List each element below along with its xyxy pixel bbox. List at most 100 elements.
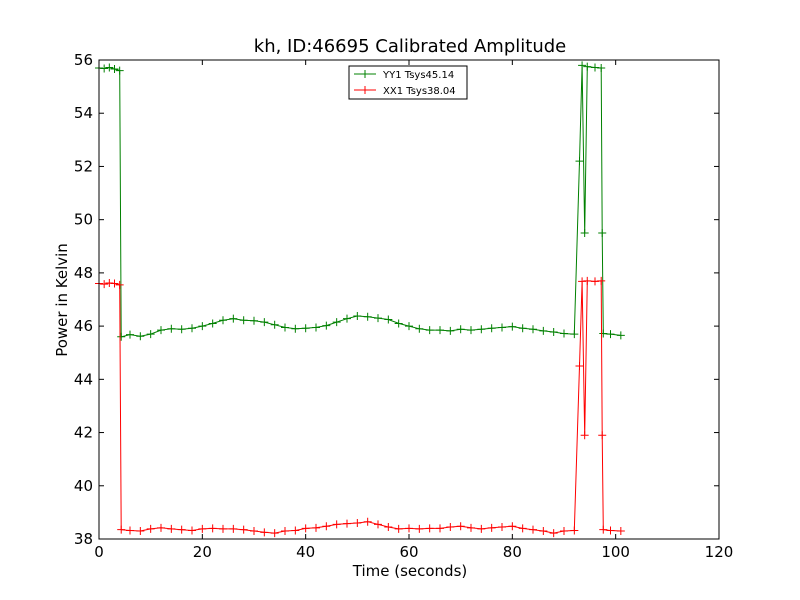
data-point-marker [446,523,455,532]
legend-swatch-marker [361,70,369,78]
data-point-marker [157,523,165,532]
data-point-marker [529,325,537,334]
x-tick-label: 100 [601,543,630,561]
data-point-marker [239,316,248,325]
data-point-marker [167,524,176,533]
data-point-marker [260,318,269,327]
data-point-marker [100,280,109,289]
x-tick-label: 20 [193,543,212,561]
data-point-marker [487,523,496,532]
data-point-marker [281,323,289,332]
legend-box [348,65,468,100]
y-axis-label: Power in Kelvin [53,243,71,357]
data-point-marker [117,332,126,341]
data-point-marker [219,524,227,533]
data-point-marker [126,330,134,339]
series-layer [95,61,625,538]
data-point-marker [446,326,455,335]
data-point-marker [250,316,258,325]
legend-label: XX1 Tsys38.04 [383,86,456,97]
data-point-marker [384,523,393,532]
data-point-marker [177,325,186,334]
data-point-marker [591,63,599,72]
data-point-marker [312,323,320,332]
x-tick-label: 80 [503,543,522,561]
data-point-marker [115,66,124,75]
data-point-marker [415,324,424,333]
data-point-marker [606,330,615,339]
data-point-marker [394,524,403,533]
data-point-marker [405,524,413,533]
data-point-marker [188,324,196,333]
data-point-marker [456,325,465,334]
data-point-marker [157,326,165,335]
data-point-marker [583,62,592,71]
data-point-marker [115,280,124,289]
data-point-marker [301,324,310,333]
data-point-marker [580,431,589,440]
data-point-marker [198,524,207,533]
data-point-marker [456,522,465,531]
data-point-marker [575,362,584,371]
data-point-marker [578,277,587,286]
y-tick-label: 44 [74,370,93,388]
data-point-marker [498,523,506,532]
data-point-marker [583,276,592,285]
data-point-marker [250,527,258,536]
y-tick-label: 40 [74,477,93,495]
data-point-marker [110,65,119,74]
data-point-marker [291,526,300,535]
data-point-marker [425,524,434,533]
data-point-marker [208,319,217,328]
data-point-marker [467,523,475,532]
x-tick-label: 0 [94,543,104,561]
data-point-marker [616,331,625,340]
data-point-marker [229,314,238,323]
axis-ticks: 0 20 40 60 80 100 120 38 40 42 44 46 48 50 52 54 56 [74,51,733,561]
data-point-marker [301,524,310,533]
data-point-marker [599,525,608,534]
data-point-marker [560,527,568,536]
data-point-marker [146,330,155,339]
y-tick-label: 38 [74,530,93,548]
data-point-marker [198,322,207,331]
data-point-marker [498,323,506,332]
series-yy1 [95,61,625,341]
y-tick-label: 52 [74,157,93,175]
data-point-marker [110,279,119,288]
x-axis-label: Time (seconds) [352,562,468,580]
x-tick-label: 120 [705,543,734,561]
data-point-marker [508,522,517,531]
data-point-marker [405,322,413,331]
y-tick-label: 50 [74,211,93,229]
data-point-marker [549,327,558,336]
data-point-marker [616,527,625,536]
legend-swatch-marker [361,86,369,94]
data-point-marker [270,320,279,329]
data-point-marker [570,526,579,535]
y-tick-label: 56 [74,51,93,69]
data-point-marker [598,228,607,237]
data-point-marker [229,524,238,533]
data-point-marker [518,524,527,533]
data-point-marker [208,524,217,533]
data-point-marker [477,325,486,334]
data-point-marker [394,319,403,328]
data-point-marker [136,332,145,341]
data-point-marker [167,324,176,333]
data-point-marker [467,326,475,335]
data-point-marker [188,526,196,535]
data-point-marker [363,517,372,526]
data-point-marker [580,228,589,237]
data-point-marker [436,524,444,533]
data-point-marker [343,314,351,323]
data-point-marker [219,316,227,325]
data-point-marker [281,527,289,536]
data-point-marker [597,63,606,72]
data-point-marker [415,524,424,533]
data-point-marker [549,529,558,538]
data-point-marker [332,520,341,529]
data-point-marker [384,315,393,324]
data-point-marker [436,326,444,335]
